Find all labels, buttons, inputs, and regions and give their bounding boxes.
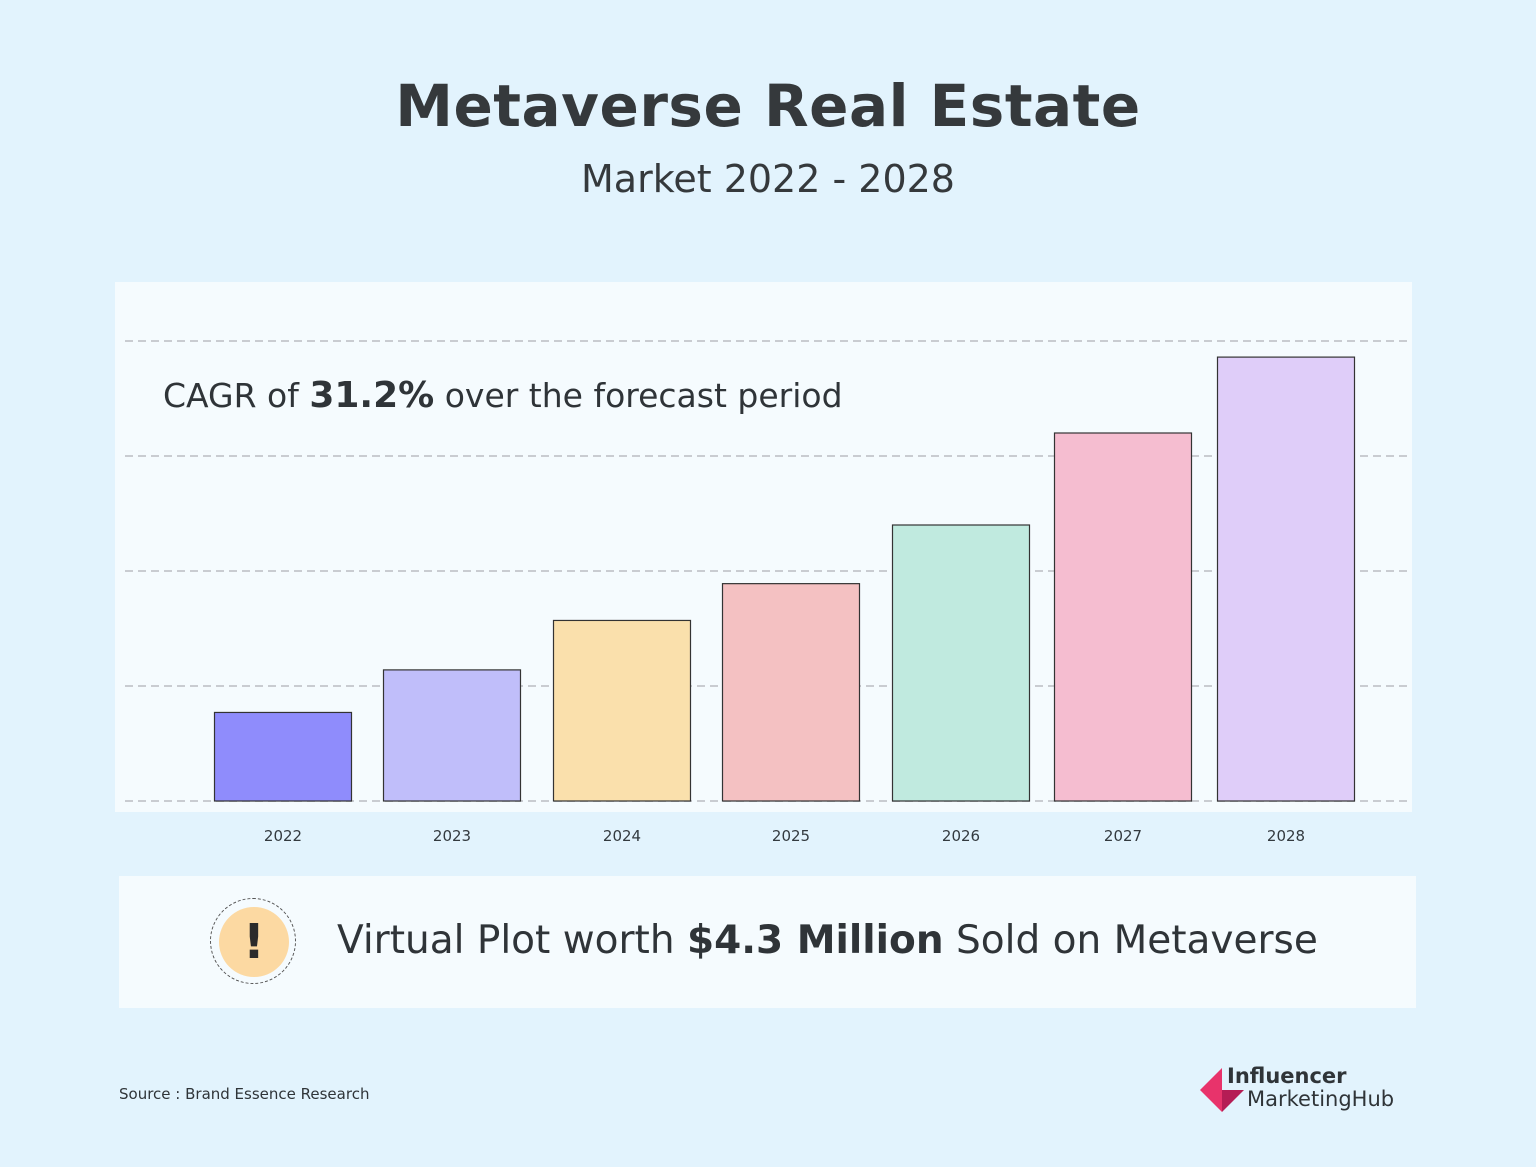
x-tick-2023: 2023 [433,827,471,845]
x-tick-2024: 2024 [603,827,641,845]
callout-panel [119,876,1416,1008]
bar-chart: 2022 2023 2024 2025 2026 2027 2028 [125,340,1411,845]
x-tick-2028: 2028 [1267,827,1305,845]
brand-logo: Influencer MarketingHub [1200,1064,1410,1114]
bar-2028 [1216,356,1356,802]
x-tick-2027: 2027 [1104,827,1142,845]
cagr-value: 31.2% [309,375,435,416]
logo-line1: Influencer [1227,1064,1347,1088]
source-note: Source : Brand Essence Research [119,1085,370,1103]
callout-amount: $4.3 Million [686,918,944,963]
callout-suffix: Sold on Metaverse [943,918,1318,963]
bar-2026 [891,524,1031,802]
bar-2023 [382,669,522,802]
exclamation-icon: ! [219,907,289,977]
logo-mark-icon [1200,1068,1244,1112]
x-tick-2022: 2022 [264,827,302,845]
chart-subtitle: Market 2022 - 2028 [581,157,955,201]
cagr-suffix: over the forecast period [434,376,843,415]
callout-text: Virtual Plot worth $4.3 Million Sold on … [337,918,1318,963]
x-tick-2025: 2025 [772,827,810,845]
logo-line2: MarketingHub [1247,1087,1395,1111]
bar-2022 [213,711,353,802]
bar-2025 [721,583,861,802]
bar-2024 [552,619,692,802]
chart-title: Metaverse Real Estate [395,72,1141,140]
cagr-prefix: CAGR of [163,376,310,415]
x-tick-2026: 2026 [942,827,980,845]
callout-prefix: Virtual Plot worth [337,918,687,963]
alert-ring [210,898,296,984]
bar-2027 [1053,432,1193,802]
cagr-annotation: CAGR of 31.2% over the forecast period [163,375,843,416]
